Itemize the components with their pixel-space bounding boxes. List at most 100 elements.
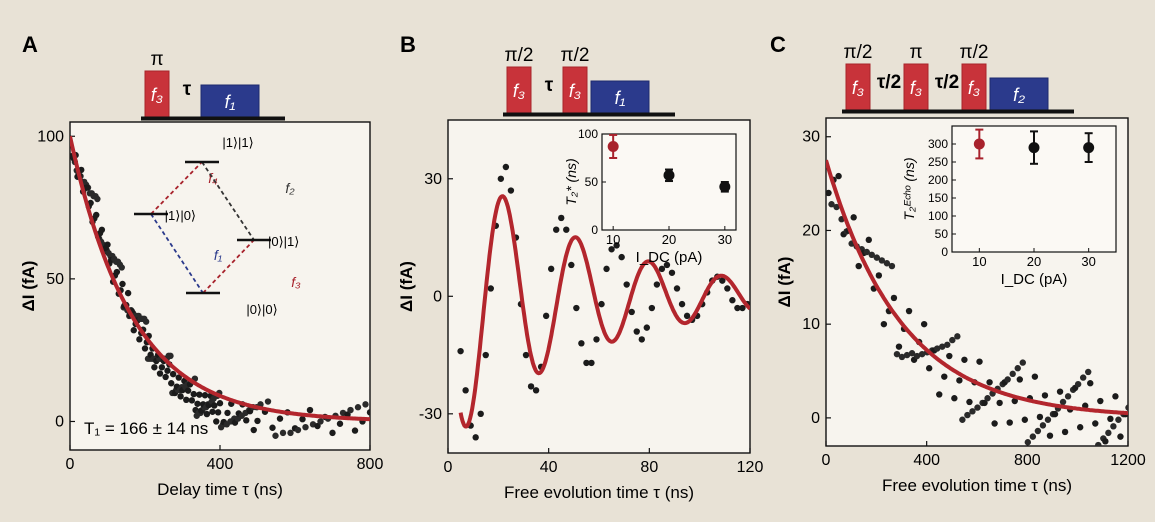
data-point [873, 254, 881, 261]
transition-label: f₄ [208, 170, 218, 186]
data-point [628, 308, 635, 316]
transition-line [150, 161, 203, 215]
data-point [272, 432, 279, 439]
data-point [216, 400, 224, 407]
inset-y-tick-label: 100 [578, 127, 598, 141]
pulse-angle-label: π/2 [505, 45, 534, 66]
inset-point [719, 181, 731, 193]
inset-x-tick-label: 30 [1081, 254, 1095, 269]
data-point [457, 347, 464, 355]
readout-pulse [989, 77, 1049, 111]
data-point [939, 343, 946, 350]
data-point [618, 253, 625, 261]
data-point [136, 336, 143, 343]
data-point [986, 379, 993, 386]
level-label: |1⟩|0⟩ [165, 208, 196, 223]
x-tick-label: 0 [444, 459, 453, 476]
data-point [719, 277, 726, 284]
data-point [279, 429, 287, 437]
transition-line [202, 239, 255, 294]
transition-label: f₂ [285, 180, 295, 196]
data-point [287, 429, 294, 437]
data-point [1107, 415, 1114, 423]
data-point [875, 272, 883, 279]
plot-area [70, 135, 370, 440]
data-point [527, 383, 535, 390]
y-tick-label: 30 [802, 129, 820, 146]
inset-point [1083, 142, 1095, 154]
inset-y-tick-label: 0 [591, 223, 598, 237]
pulse-label: f₁ [615, 88, 626, 108]
readout-pulse [590, 80, 650, 114]
data-point [908, 350, 916, 357]
data-point [991, 420, 998, 427]
data-point [1021, 416, 1029, 423]
inset-point [607, 140, 619, 152]
data-point [956, 377, 963, 384]
data-point [863, 248, 870, 256]
data-point [729, 297, 736, 304]
data-point [946, 352, 953, 360]
data-point [558, 214, 565, 222]
data-point [974, 404, 981, 411]
data-point [951, 395, 958, 402]
data-point [613, 242, 620, 249]
data-point [668, 269, 676, 276]
inset-point [663, 169, 675, 181]
data-point [276, 415, 284, 422]
data-point [663, 261, 671, 269]
inset-y-tick-label: 100 [928, 209, 948, 223]
data-point [366, 409, 370, 416]
microwave-pulse [903, 63, 929, 111]
data-point [593, 336, 600, 343]
microwave-pulse [562, 66, 588, 114]
data-point [883, 260, 891, 267]
data-point [588, 359, 595, 367]
data-point [243, 417, 250, 424]
inset-y-tick-label: 50 [585, 175, 599, 189]
panel-A: Af₃ πτ f₁ 0 400 800 0 50 100 Delay time τ (ns) ΔI … [19, 32, 383, 499]
data-point [164, 367, 171, 374]
x-tick-label: 0 [66, 456, 75, 473]
inset-x-label: I_DC (pA) [636, 249, 703, 266]
y-tick-label: 20 [802, 222, 820, 239]
plot-area [457, 163, 750, 441]
data-point [918, 350, 926, 358]
panel-letter: A [22, 32, 38, 57]
data-point [93, 211, 100, 219]
data-point [1036, 413, 1044, 421]
x-tick-label: 400 [207, 456, 234, 473]
data-point [369, 437, 370, 440]
inset-x-tick-label: 30 [718, 232, 732, 247]
pulse-label: f₃ [151, 85, 163, 105]
x-tick-label: 1200 [1110, 452, 1146, 469]
y-tick-label: 30 [424, 171, 442, 188]
data-point [1061, 428, 1069, 436]
data-point [925, 365, 933, 372]
data-point [878, 257, 886, 264]
data-point [583, 359, 590, 367]
inset-y-tick-label: 50 [935, 227, 949, 241]
data-point [1102, 438, 1109, 445]
panel-letter: B [400, 32, 416, 57]
data-point [905, 307, 913, 315]
data-point [920, 320, 928, 328]
data-point [893, 350, 901, 358]
data-point [130, 327, 137, 334]
data-point [190, 390, 197, 398]
transition-line [150, 213, 204, 294]
y-tick-label: 10 [802, 316, 820, 333]
data-point [177, 393, 184, 400]
data-point [683, 312, 691, 320]
data-point [1051, 410, 1059, 418]
y-tick-label: 0 [811, 410, 820, 427]
t1-annotation: T₁ = 166 ± 14 ns [84, 419, 208, 438]
data-point [1029, 433, 1037, 440]
data-point [188, 397, 196, 404]
data-point [532, 387, 540, 394]
data-point [1125, 404, 1128, 411]
data-point [913, 352, 921, 360]
data-point [119, 280, 126, 288]
data-point [944, 341, 951, 348]
data-point [888, 262, 896, 270]
